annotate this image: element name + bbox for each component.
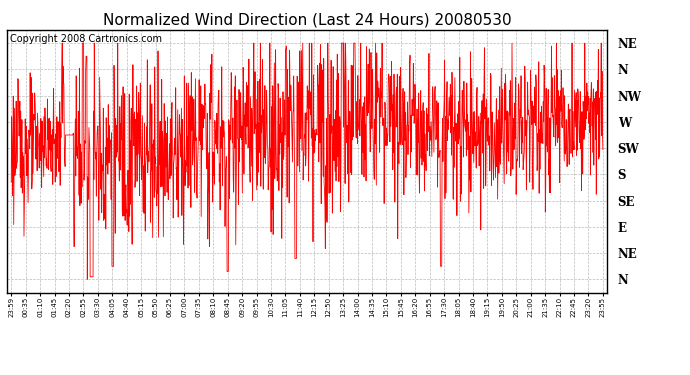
Title: Normalized Wind Direction (Last 24 Hours) 20080530: Normalized Wind Direction (Last 24 Hours…: [103, 12, 511, 27]
Text: Copyright 2008 Cartronics.com: Copyright 2008 Cartronics.com: [10, 34, 162, 44]
